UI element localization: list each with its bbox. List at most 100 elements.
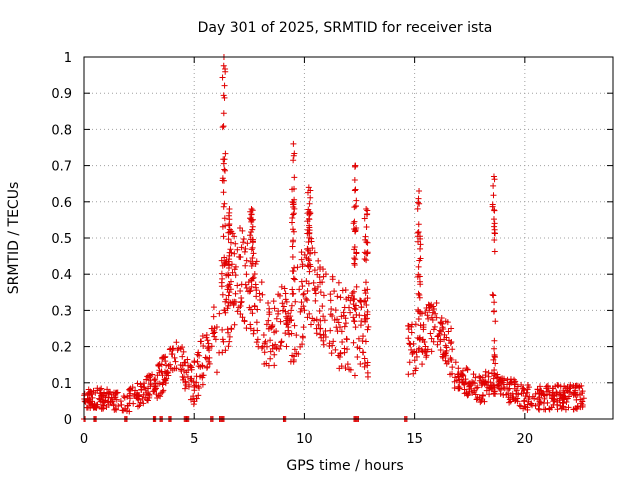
- data-point: [220, 189, 227, 196]
- data-point: [487, 379, 494, 386]
- data-point: [251, 270, 258, 277]
- data-point: [428, 314, 435, 321]
- data-point: [491, 345, 498, 352]
- data-point: [219, 326, 226, 333]
- data-point: [122, 405, 129, 412]
- data-point: [338, 363, 345, 370]
- data-point: [341, 323, 348, 330]
- data-point: [198, 338, 205, 345]
- data-point: [352, 324, 359, 331]
- data-point: [306, 310, 313, 317]
- data-point: [351, 261, 358, 268]
- data-point: [206, 360, 213, 367]
- data-point: [113, 396, 120, 403]
- data-point: [220, 110, 227, 117]
- x-axis-label: GPS time / hours: [286, 458, 403, 474]
- data-point: [157, 393, 164, 400]
- data-point: [507, 376, 514, 383]
- data-point: [417, 281, 424, 288]
- data-point: [126, 408, 133, 415]
- data-point: [154, 372, 161, 379]
- data-point: [299, 261, 306, 268]
- data-point: [339, 339, 346, 346]
- data-point: [415, 346, 422, 353]
- data-point: [254, 336, 261, 343]
- data-point: [121, 394, 128, 401]
- data-point: [364, 210, 371, 217]
- data-point: [336, 354, 343, 361]
- data-point: [267, 348, 274, 355]
- data-point: [579, 388, 586, 395]
- data-point: [248, 206, 255, 213]
- data-point: [559, 399, 566, 406]
- data-point: [179, 353, 186, 360]
- y-tick-label: 1: [64, 51, 72, 66]
- data-point: [327, 297, 334, 304]
- data-point: [231, 233, 238, 240]
- data-point: [341, 304, 348, 311]
- data-point: [347, 366, 354, 373]
- data-point: [352, 162, 359, 169]
- data-point: [550, 385, 557, 392]
- data-point: [444, 319, 451, 326]
- data-point: [283, 298, 290, 305]
- data-point: [247, 232, 254, 239]
- data-point: [449, 370, 456, 377]
- data-point: [490, 173, 497, 180]
- data-point: [337, 294, 344, 301]
- data-point: [193, 395, 200, 402]
- data-point: [160, 387, 167, 394]
- data-point: [308, 235, 315, 242]
- data-point: [196, 385, 203, 392]
- data-point: [443, 360, 450, 367]
- data-point: [269, 321, 276, 328]
- data-point: [424, 346, 431, 353]
- data-point: [437, 319, 444, 326]
- data-point: [352, 256, 359, 263]
- data-point: [445, 328, 452, 335]
- data-point: [464, 392, 471, 399]
- data-point: [227, 239, 234, 246]
- data-point: [91, 404, 98, 411]
- data-point: [199, 332, 206, 339]
- data-point: [182, 385, 189, 392]
- data-point: [553, 390, 560, 397]
- data-point: [361, 298, 368, 305]
- data-point: [307, 194, 314, 201]
- data-point: [238, 298, 245, 305]
- data-point: [134, 403, 141, 410]
- data-point: [100, 392, 107, 399]
- data-point: [409, 321, 416, 328]
- data-point: [278, 338, 285, 345]
- data-point: [310, 279, 317, 286]
- data-point: [430, 326, 437, 333]
- data-point: [279, 307, 286, 314]
- data-point: [492, 391, 499, 398]
- data-point: [362, 338, 369, 345]
- data-point: [182, 359, 189, 366]
- data-point: [226, 222, 233, 229]
- data-point: [280, 303, 287, 310]
- data-point: [249, 207, 256, 214]
- data-point: [414, 205, 421, 212]
- data-point: [311, 249, 318, 256]
- data-point: [351, 187, 358, 194]
- data-point: [354, 353, 361, 360]
- data-point: [226, 216, 233, 223]
- data-point: [355, 335, 362, 342]
- data-point: [155, 361, 162, 368]
- data-point: [161, 376, 168, 383]
- data-point: [406, 359, 413, 366]
- data-point: [305, 256, 312, 263]
- data-point: [405, 335, 412, 342]
- data-point: [81, 390, 88, 397]
- data-point: [275, 308, 282, 315]
- data-point: [415, 238, 422, 245]
- data-point: [516, 402, 523, 409]
- data-point: [504, 376, 511, 383]
- data-point: [219, 291, 226, 298]
- data-point: [334, 293, 341, 300]
- data-point: [351, 318, 358, 325]
- data-point: [327, 291, 334, 298]
- data-point: [258, 344, 265, 351]
